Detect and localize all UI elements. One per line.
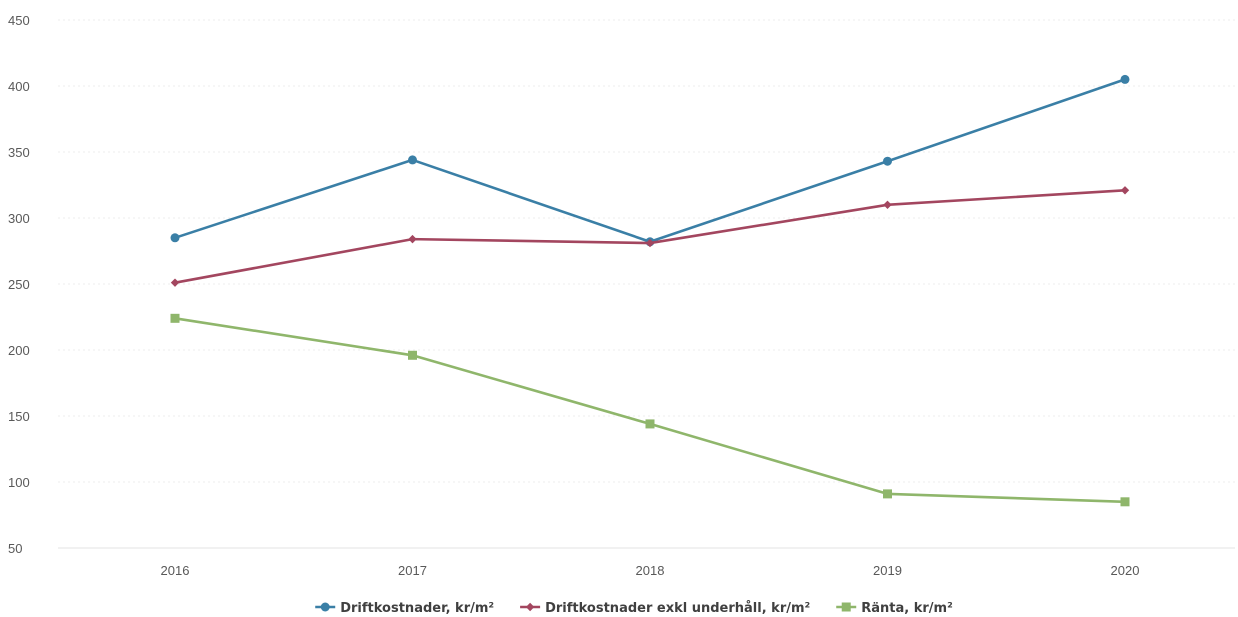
series-line: [174, 78, 1126, 244]
x-tick-label: 2017: [398, 563, 427, 578]
legend-item-2: Driftkostnader exkl underhåll, kr/m²: [520, 601, 810, 616]
series-1: [170, 74, 1130, 247]
data-point-marker: [408, 155, 417, 165]
y-tick-label: 100: [8, 475, 30, 490]
series-line: [174, 317, 1126, 504]
data-point-marker: [170, 278, 180, 287]
data-point-marker: [883, 489, 892, 499]
data-point-marker: [1120, 186, 1130, 195]
y-tick-label: 400: [8, 79, 30, 94]
y-tick-label: 250: [8, 277, 30, 292]
data-point-marker: [1120, 497, 1130, 507]
y-axis: 50 100 150 200 250 300 350 400 450: [8, 13, 30, 556]
data-point-marker: [170, 233, 180, 243]
x-axis: 2016 2017 2018 2019 2020: [161, 563, 1140, 578]
legend-label: Driftkostnader exkl underhåll, kr/m²: [545, 601, 810, 616]
series-lines: [170, 74, 1130, 507]
legend-item-1: Driftkostnader, kr/m²: [315, 601, 494, 616]
x-tick-label: 2020: [1111, 563, 1140, 578]
y-tick-label: 300: [8, 211, 30, 226]
x-tick-label: 2019: [873, 563, 902, 578]
x-tick-label: 2016: [161, 563, 190, 578]
y-tick-label: 150: [8, 409, 30, 424]
grid: [58, 19, 1235, 549]
legend-marker: [525, 602, 535, 612]
series-line: [174, 188, 1126, 284]
data-point-marker: [1120, 74, 1130, 84]
y-tick-label: 50: [8, 541, 22, 556]
legend: Driftkostnader, kr/m² Driftkostnader exkl…: [315, 601, 953, 616]
legend-marker: [320, 602, 330, 612]
series-3: [170, 313, 1130, 507]
y-tick-label: 350: [8, 145, 30, 160]
data-point-marker: [408, 234, 417, 244]
data-point-marker: [645, 419, 655, 429]
data-point-marker: [408, 350, 417, 360]
data-point-marker: [645, 238, 655, 248]
data-point-marker: [170, 313, 180, 323]
data-point-marker: [883, 200, 892, 209]
series-2: [170, 186, 1130, 287]
legend-label: Ränta, kr/m²: [861, 601, 953, 616]
legend-label: Driftkostnader, kr/m²: [340, 601, 494, 616]
y-tick-label: 450: [8, 13, 30, 28]
legend-item-3: Ränta, kr/m²: [836, 601, 953, 616]
legend-marker: [841, 602, 851, 612]
y-tick-label: 200: [8, 343, 30, 358]
x-tick-label: 2018: [636, 563, 665, 578]
data-point-marker: [883, 156, 892, 166]
